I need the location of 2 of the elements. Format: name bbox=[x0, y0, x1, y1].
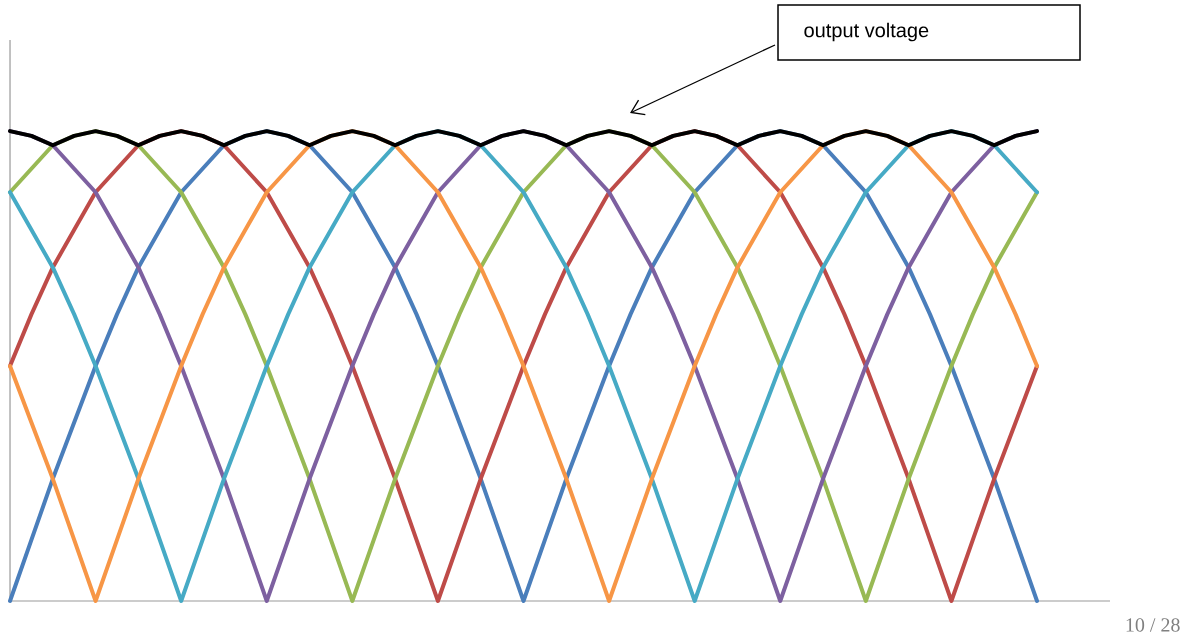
text: 10 / 28 bbox=[1126, 618, 1180, 632]
text: output voltage bbox=[804, 22, 929, 42]
